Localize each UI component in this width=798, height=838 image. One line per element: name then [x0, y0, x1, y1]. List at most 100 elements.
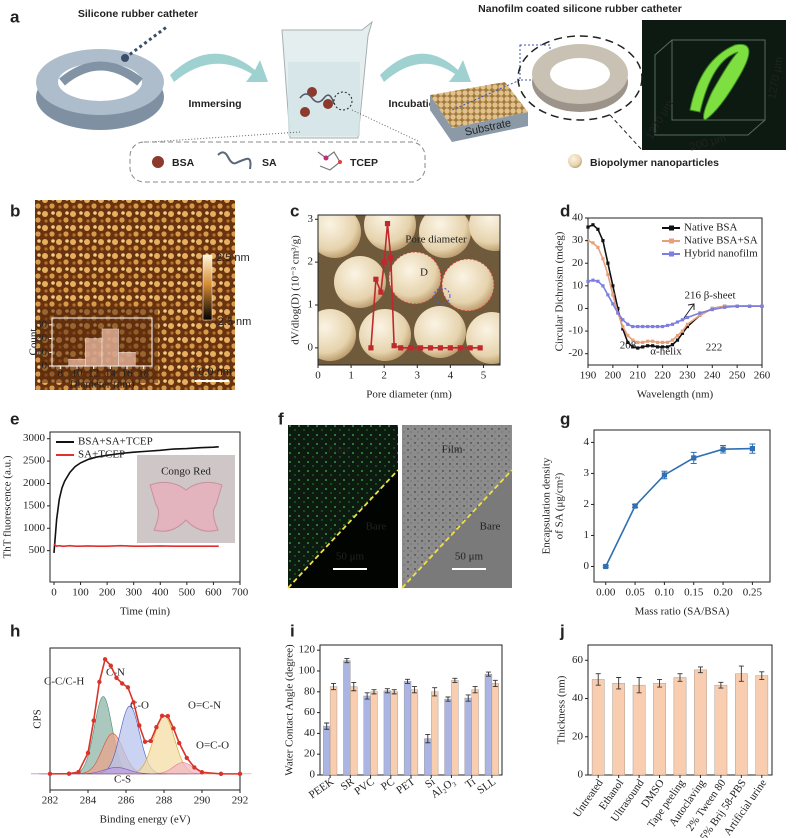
error-bar	[331, 683, 337, 691]
marker	[368, 345, 374, 351]
x-tick-label: 230	[679, 370, 696, 382]
data-point	[165, 713, 170, 719]
error-bar	[697, 666, 703, 674]
annotation: 208	[620, 340, 637, 352]
marker	[606, 293, 610, 297]
sphere-image	[318, 215, 500, 365]
sphere	[419, 215, 471, 258]
x-axis-title: Diameter (nm)	[69, 379, 134, 391]
x-axis-title: Pore diameter (nm)	[366, 389, 452, 401]
data-point	[171, 726, 176, 731]
x-tick-label: 100	[72, 587, 89, 599]
tcep-icon	[317, 151, 341, 171]
arrow	[380, 53, 471, 82]
data-point	[131, 700, 136, 705]
y-tick-label: 120	[299, 644, 316, 656]
error-bar	[364, 692, 370, 700]
scale-bar-label: 50 μm	[455, 551, 484, 563]
panel-label: f	[278, 409, 284, 428]
error-bar	[636, 677, 642, 694]
legend-label: SA	[262, 157, 277, 169]
bar	[694, 669, 707, 776]
marker	[437, 345, 444, 351]
x-tick-label: 400	[152, 587, 169, 599]
x-tick-label: 3	[415, 370, 421, 382]
x-axis-title: Wavelength (nm)	[637, 389, 714, 401]
marker	[720, 446, 726, 452]
plot-frame	[593, 429, 771, 583]
marker	[749, 446, 755, 452]
tcep-atom	[323, 155, 329, 161]
marker	[632, 503, 638, 509]
x-tick-label: 200	[99, 587, 116, 599]
x-tick-label: 210	[629, 370, 646, 382]
x-tick-label: 16	[122, 368, 134, 380]
annotation: 216 β-sheet	[684, 290, 735, 302]
legend-label: Biopolymer nanoparticles	[590, 157, 719, 169]
error-bar	[351, 681, 357, 692]
panel-label: a	[10, 7, 20, 26]
zoom-line	[351, 109, 421, 143]
y-tick-label: 3	[584, 467, 590, 479]
y-tick-label: 4	[584, 436, 590, 448]
bar	[755, 675, 769, 776]
bar	[410, 689, 419, 776]
marker	[670, 338, 675, 342]
film-ribbon	[689, 43, 750, 121]
sphere	[359, 309, 411, 361]
x-axis-title: Time (min)	[120, 606, 170, 618]
y-tick-label: 3	[308, 213, 314, 225]
y-axis-title: ThT fluorescence (a.u.)	[2, 455, 14, 558]
error-bar	[657, 678, 663, 688]
sphere	[469, 215, 500, 251]
x-tick-label: 282	[42, 795, 59, 807]
y-tick-label: 1	[308, 299, 314, 311]
histogram-bar	[85, 338, 103, 367]
y-tick-label: 2	[584, 498, 590, 510]
sa-chain	[299, 93, 335, 105]
data-point	[154, 725, 159, 730]
marker	[675, 338, 680, 342]
marker	[646, 344, 650, 348]
marker	[661, 472, 667, 478]
sa-icon	[217, 151, 252, 170]
y-tick-label: 1000	[23, 522, 46, 534]
stained-film	[149, 481, 223, 532]
marker	[646, 339, 650, 343]
bar	[632, 684, 646, 776]
sphere	[318, 309, 356, 361]
y-tick-label: 30	[36, 318, 48, 330]
panel-label: h	[10, 621, 20, 640]
legend-marker	[669, 225, 674, 231]
bar	[390, 691, 398, 776]
x-tick-label: 260	[754, 370, 771, 382]
peak-label: C-N	[106, 667, 125, 679]
sphere	[364, 215, 416, 251]
data-point	[85, 750, 91, 756]
y-tick-label: 3000	[23, 432, 46, 444]
panel-label: i	[290, 621, 295, 640]
data-point	[108, 663, 114, 668]
sphere	[466, 312, 500, 364]
marker	[467, 345, 473, 351]
sphere	[414, 306, 466, 358]
marker	[373, 276, 379, 282]
legend-label: TCEP	[350, 157, 378, 169]
data-point	[218, 771, 224, 777]
bar	[363, 695, 371, 776]
x-tick-label: 250	[729, 370, 746, 382]
inset-label: Congo Red	[161, 466, 211, 478]
series-line	[370, 223, 481, 349]
data-point	[120, 681, 125, 686]
marker	[680, 318, 685, 322]
marker	[636, 340, 640, 344]
marker	[665, 340, 670, 344]
x-tick-label: 600	[205, 587, 222, 599]
step-label: Immersing	[188, 98, 241, 110]
marker	[646, 324, 650, 329]
bar	[343, 660, 351, 776]
x-tick-label: 5	[481, 370, 487, 382]
marker	[596, 245, 600, 249]
marker	[621, 318, 625, 322]
